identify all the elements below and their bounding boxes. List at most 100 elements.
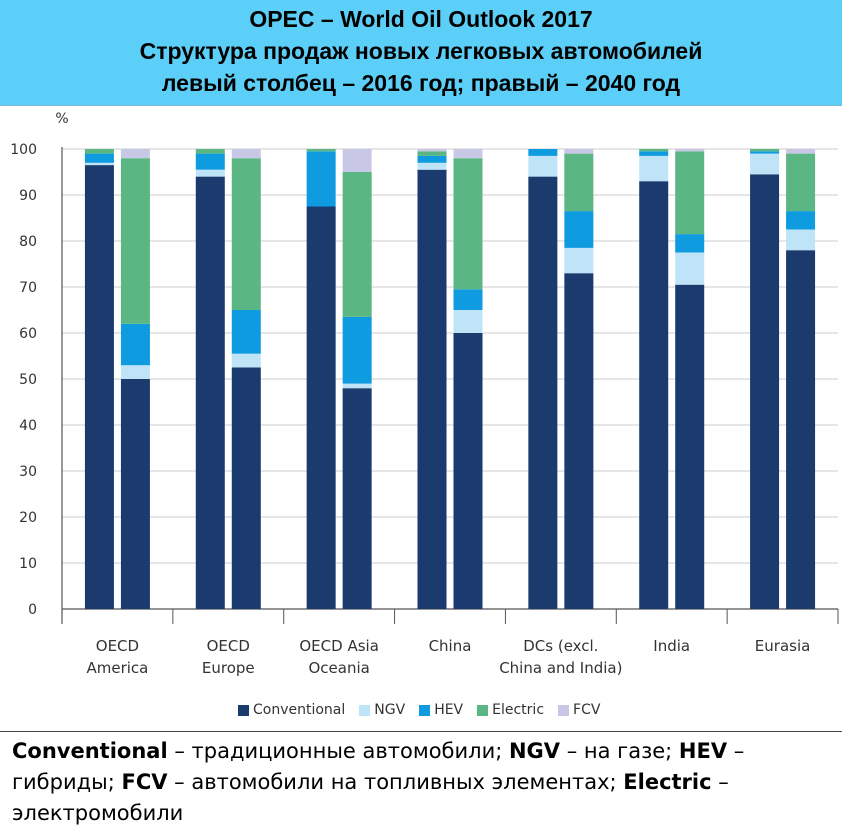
bar-segment-fcv-2040-cat6 xyxy=(786,149,816,154)
legend-swatch-electric xyxy=(477,704,489,716)
bar-segment-hev-2016-cat1 xyxy=(195,153,225,170)
bar-segment-ngv-2016-cat5 xyxy=(639,155,669,182)
bar-segment-conventional-2016-cat6 xyxy=(750,174,780,610)
bar-segment-electric-2016-cat3 xyxy=(417,151,447,156)
bar-segment-conventional-2040-cat4 xyxy=(564,273,594,609)
bar-segment-conventional-2016-cat1 xyxy=(195,176,225,609)
caption-desc-electric: – электромобили xyxy=(12,770,729,825)
legend-item-conventional: Conventional xyxy=(238,702,345,718)
bar-segment-conventional-2016-cat0 xyxy=(84,165,114,609)
bar-segment-conventional-2040-cat6 xyxy=(786,250,816,609)
legend-item-ngv: NGV xyxy=(359,702,405,718)
stacked-bar-chart: % 0 10 20 30 40 50 60 70 80 90 100 OECD America OECD Eu… xyxy=(10,111,839,677)
bar-segment-hev-2040-cat4 xyxy=(564,211,594,248)
bar-segment-fcv-2040-cat0 xyxy=(120,149,150,159)
bar-segment-hev-2016-cat4 xyxy=(528,149,558,156)
caption-term-hev: HEV xyxy=(678,739,728,763)
y-tick-label-80: 80 xyxy=(19,234,37,250)
bar-segment-conventional-2016-cat2 xyxy=(306,206,336,609)
bar-segment-ngv-2016-cat3 xyxy=(417,162,447,170)
bar-segment-electric-2040-cat1 xyxy=(231,158,261,310)
legend-swatch-fcv xyxy=(558,704,570,716)
y-tick-label-90: 90 xyxy=(19,188,37,204)
bar-segment-hev-2040-cat0 xyxy=(120,323,150,366)
bar-segment-fcv-2040-cat5 xyxy=(675,149,705,152)
bar-segment-conventional-2040-cat0 xyxy=(120,379,150,609)
y-tick-label-70: 70 xyxy=(19,280,37,296)
y-tick-label-30: 30 xyxy=(19,464,37,480)
bar-segment-electric-2040-cat3 xyxy=(453,158,483,290)
x-category-label-4-line0: DCs (excl. xyxy=(523,637,598,655)
bar-segment-fcv-2040-cat2 xyxy=(342,149,372,172)
y-tick-label-50: 50 xyxy=(19,372,37,388)
legend-item-electric: Electric xyxy=(477,702,544,718)
bar-segment-ngv-2040-cat5 xyxy=(675,252,705,285)
bar-segment-conventional-2016-cat4 xyxy=(528,176,558,609)
bar-segment-electric-2040-cat4 xyxy=(564,153,594,212)
header-title: OPEC – World Oil Outlook 2017 xyxy=(249,6,593,32)
x-category-label-3-line0: China xyxy=(429,637,472,655)
bar-segment-electric-2016-cat6 xyxy=(750,149,780,152)
legend-label-hev: HEV xyxy=(434,702,464,718)
chart-legend: Conventional NGV HEV Electric FCV xyxy=(238,702,614,718)
y-tick-label-10: 10 xyxy=(19,556,37,572)
bar-segment-conventional-2016-cat3 xyxy=(417,169,447,609)
bar-segment-electric-2040-cat6 xyxy=(786,153,816,212)
bar-segment-conventional-2040-cat1 xyxy=(231,367,261,609)
x-category-label-1-line0: OECD xyxy=(207,637,250,655)
y-tick-label-0: 0 xyxy=(28,602,37,618)
caption-desc-ngv: – на газе; xyxy=(560,739,679,763)
bar-segment-conventional-2040-cat5 xyxy=(675,284,705,609)
caption-desc-fcv: – автомобили на топливных элементах; xyxy=(167,770,624,794)
bar-segment-conventional-2040-cat3 xyxy=(453,333,483,609)
legend-swatch-hev xyxy=(419,704,431,716)
bar-segment-ngv-2040-cat3 xyxy=(453,310,483,333)
x-category-label-2-line0: OECD Asia xyxy=(299,637,379,655)
bar-segment-electric-2016-cat2 xyxy=(306,149,336,152)
bar-segment-hev-2016-cat0 xyxy=(84,153,114,163)
bar-segment-hev-2016-cat3 xyxy=(417,155,447,163)
caption-term-conventional: Conventional xyxy=(12,739,168,763)
x-category-label-1-line1: Europe xyxy=(202,659,255,677)
bar-segment-ngv-2040-cat6 xyxy=(786,229,816,251)
bar-segment-electric-2040-cat5 xyxy=(675,151,705,235)
bar-segment-hev-2040-cat3 xyxy=(453,289,483,310)
y-tick-label-20: 20 xyxy=(19,510,37,526)
x-category-label-2-line1: Oceania xyxy=(308,659,369,677)
legend-label-fcv: FCV xyxy=(573,702,601,718)
caption-term-fcv: FCV xyxy=(121,770,168,794)
x-category-label-0-line1: America xyxy=(86,659,148,677)
bar-segment-hev-2016-cat5 xyxy=(639,151,669,156)
x-category-label-4-line1: China and India) xyxy=(499,659,622,677)
bar-segment-electric-2040-cat2 xyxy=(342,172,372,317)
bar-segment-electric-2016-cat0 xyxy=(84,149,114,154)
legend-swatch-conventional xyxy=(238,704,249,716)
bar-segment-ngv-2040-cat1 xyxy=(231,353,261,368)
bar-segment-fcv-2040-cat4 xyxy=(564,149,594,154)
bar-segment-ngv-2040-cat0 xyxy=(120,365,150,379)
bar-segment-hev-2016-cat2 xyxy=(306,151,336,207)
legend-swatch-ngv xyxy=(359,704,371,716)
bar-segment-conventional-2016-cat5 xyxy=(639,181,669,609)
bar-segment-fcv-2040-cat3 xyxy=(453,149,483,159)
bar-segment-fcv-2040-cat1 xyxy=(231,149,261,159)
y-tick-label-40: 40 xyxy=(19,418,37,434)
bar-segment-hev-2040-cat2 xyxy=(342,316,372,384)
bar-segment-hev-2040-cat6 xyxy=(786,211,816,230)
bar-segment-hev-2040-cat5 xyxy=(675,234,705,253)
header-note: левый столбец – 2016 год; правый – 2040 … xyxy=(161,70,681,96)
bar-segment-ngv-2016-cat1 xyxy=(195,169,225,177)
bar-segment-ngv-2016-cat4 xyxy=(528,155,558,177)
legend-label-ngv: NGV xyxy=(374,702,406,718)
bar-segment-ngv-2040-cat4 xyxy=(564,247,594,274)
bar-segment-fcv-2016-cat3 xyxy=(417,149,447,152)
legend-label-electric: Electric xyxy=(492,702,545,718)
y-tick-label-60: 60 xyxy=(19,326,37,342)
bar-segment-conventional-2040-cat2 xyxy=(342,388,372,609)
chart-header: OPEC – World Oil Outlook 2017 Структура … xyxy=(0,0,842,106)
bar-segment-ngv-2016-cat6 xyxy=(750,153,780,175)
bar-segment-hev-2040-cat1 xyxy=(231,310,261,354)
header-subtitle: Структура продаж новых легковых автомоби… xyxy=(139,38,703,64)
caption-term-ngv: NGV xyxy=(508,739,561,763)
caption-term-electric: Electric xyxy=(623,770,712,794)
